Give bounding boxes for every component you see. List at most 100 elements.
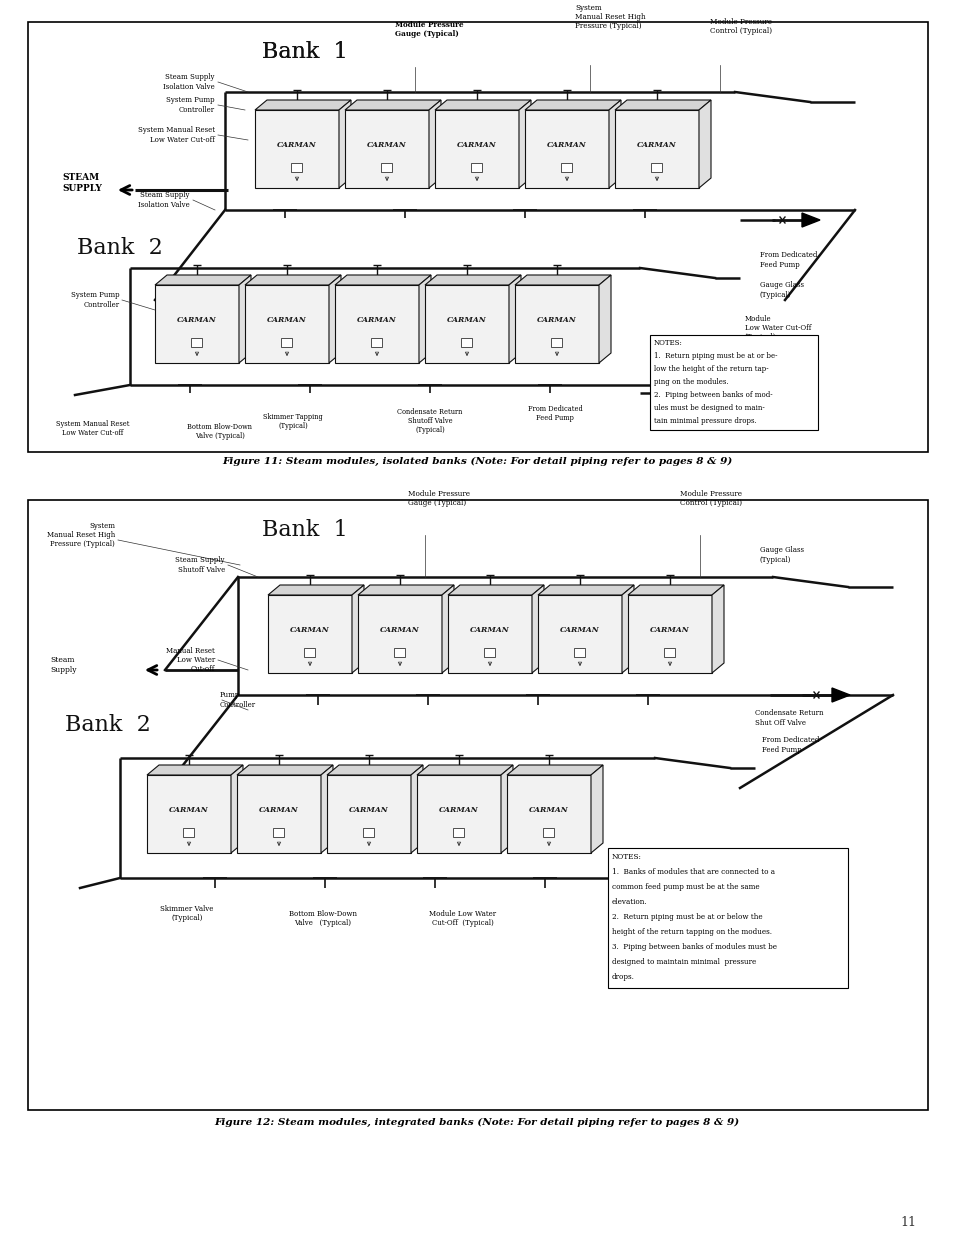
Polygon shape: [236, 764, 333, 776]
Polygon shape: [506, 764, 602, 776]
Text: CARMAN: CARMAN: [276, 141, 316, 149]
Text: System
Manual Reset High
Pressure (Typical): System Manual Reset High Pressure (Typic…: [47, 522, 115, 548]
Bar: [357, 595, 441, 673]
Bar: [424, 285, 509, 363]
Bar: [183, 827, 194, 837]
Text: 1.  Return piping must be at or be-: 1. Return piping must be at or be-: [654, 352, 777, 359]
Text: ping on the modules.: ping on the modules.: [654, 378, 728, 385]
Text: 2.  Return piping must be at or below the: 2. Return piping must be at or below the: [612, 913, 761, 921]
Bar: [416, 776, 500, 853]
Polygon shape: [441, 585, 454, 673]
Polygon shape: [231, 764, 243, 853]
Text: Manual Reset
Low Water
Cut-off: Manual Reset Low Water Cut-off: [166, 647, 214, 673]
Text: Condensate Return
Shut Off Valve: Condensate Return Shut Off Valve: [754, 709, 822, 726]
Text: Bank  1: Bank 1: [262, 41, 348, 63]
Bar: [254, 110, 338, 188]
Bar: [28, 500, 927, 1110]
Text: CARMAN: CARMAN: [637, 141, 677, 149]
Polygon shape: [537, 585, 634, 595]
Text: Gauge Glass
(Typical): Gauge Glass (Typical): [760, 546, 803, 563]
Bar: [154, 285, 239, 363]
Bar: [281, 338, 293, 347]
Text: CARMAN: CARMAN: [259, 806, 298, 814]
Polygon shape: [335, 275, 431, 285]
Text: CARMAN: CARMAN: [470, 626, 509, 634]
Bar: [471, 163, 482, 172]
Text: 2.  Piping between banks of mod-: 2. Piping between banks of mod-: [654, 390, 772, 399]
Bar: [651, 163, 661, 172]
Text: Module
Low Water Cut-Off
(Typical): Module Low Water Cut-Off (Typical): [744, 315, 810, 341]
Text: CARMAN: CARMAN: [367, 141, 406, 149]
Polygon shape: [411, 764, 422, 853]
Polygon shape: [801, 212, 820, 227]
Text: Module Pressure
Control (Typical): Module Pressure Control (Typical): [709, 17, 771, 35]
Text: CARMAN: CARMAN: [267, 316, 307, 324]
Text: elevation.: elevation.: [612, 898, 647, 906]
Text: Bottom Blow-Down
Valve (Typical): Bottom Blow-Down Valve (Typical): [188, 424, 253, 440]
Bar: [627, 595, 711, 673]
Bar: [484, 648, 495, 657]
Polygon shape: [711, 585, 723, 673]
Polygon shape: [435, 100, 531, 110]
Text: Condensate Return
Shutoff Valve
(Typical): Condensate Return Shutoff Valve (Typical…: [396, 408, 462, 435]
Text: ules must be designed to main-: ules must be designed to main-: [654, 404, 764, 412]
Polygon shape: [329, 275, 340, 363]
Text: CARMAN: CARMAN: [559, 626, 599, 634]
Bar: [28, 22, 927, 452]
Text: CARMAN: CARMAN: [379, 626, 419, 634]
Polygon shape: [532, 585, 543, 673]
Bar: [245, 285, 329, 363]
Bar: [561, 163, 572, 172]
Text: Figure 11: Steam modules, isolated banks (Note: For detail piping refer to pages: Figure 11: Steam modules, isolated banks…: [222, 457, 731, 466]
Text: 1.  Banks of modules that are connected to a: 1. Banks of modules that are connected t…: [612, 868, 774, 876]
Text: Module Pressure
Gauge (Typical): Module Pressure Gauge (Typical): [395, 21, 463, 38]
Polygon shape: [590, 764, 602, 853]
Polygon shape: [448, 585, 543, 595]
Text: low the height of the return tap-: low the height of the return tap-: [654, 364, 768, 373]
Text: CARMAN: CARMAN: [456, 141, 497, 149]
Polygon shape: [500, 764, 513, 853]
Bar: [327, 776, 411, 853]
Bar: [147, 776, 231, 853]
Text: Module Pressure
Gauge (Typical): Module Pressure Gauge (Typical): [408, 490, 470, 508]
Bar: [395, 648, 405, 657]
Text: CARMAN: CARMAN: [356, 316, 396, 324]
Text: Module Pressure
Control (Typical): Module Pressure Control (Typical): [679, 490, 741, 508]
Text: STEAM
SUPPLY: STEAM SUPPLY: [62, 173, 102, 193]
Bar: [453, 827, 464, 837]
Text: Steam
Supply: Steam Supply: [50, 656, 76, 673]
Text: height of the return tapping on the modues.: height of the return tapping on the modu…: [612, 929, 771, 936]
Text: NOTES:: NOTES:: [612, 853, 641, 861]
Bar: [435, 110, 518, 188]
Text: common feed pump must be at the same: common feed pump must be at the same: [612, 883, 759, 892]
Polygon shape: [518, 100, 531, 188]
Text: Bank  2: Bank 2: [77, 237, 163, 259]
Polygon shape: [239, 275, 251, 363]
Bar: [607, 848, 847, 988]
Bar: [274, 827, 284, 837]
Bar: [345, 110, 429, 188]
Bar: [515, 285, 598, 363]
Text: CARMAN: CARMAN: [547, 141, 586, 149]
Text: Gauge Glass
(Typical): Gauge Glass (Typical): [760, 282, 803, 299]
Text: CARMAN: CARMAN: [529, 806, 568, 814]
Polygon shape: [621, 585, 634, 673]
Polygon shape: [826, 871, 844, 885]
Bar: [574, 648, 585, 657]
Text: CARMAN: CARMAN: [649, 626, 689, 634]
Bar: [236, 776, 320, 853]
Bar: [268, 595, 352, 673]
Text: From Dedicated
Feed Pump: From Dedicated Feed Pump: [761, 736, 819, 753]
Bar: [448, 595, 532, 673]
Polygon shape: [327, 764, 422, 776]
Text: Bank  1: Bank 1: [262, 41, 348, 63]
Text: drops.: drops.: [612, 973, 634, 982]
Polygon shape: [352, 585, 364, 673]
Bar: [537, 595, 621, 673]
Bar: [543, 827, 554, 837]
Text: Steam Supply
Isolation Valve: Steam Supply Isolation Valve: [163, 73, 214, 90]
Polygon shape: [699, 100, 710, 188]
Polygon shape: [598, 275, 610, 363]
Bar: [551, 338, 562, 347]
Polygon shape: [320, 764, 333, 853]
